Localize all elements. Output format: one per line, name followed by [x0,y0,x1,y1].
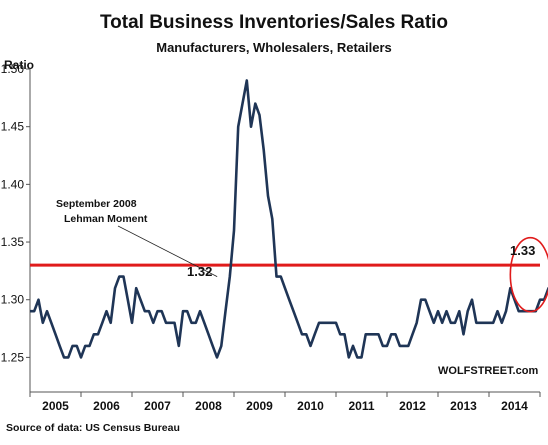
chart-title: Total Business Inventories/Sales Ratio [100,12,448,33]
point-label-1-32: 1.32 [187,264,212,279]
y-tick-label: 1.35 [1,235,25,249]
series-line-inventories-sales-ratio [30,79,548,359]
annotation-september-2008: September 2008 [56,198,137,210]
y-tick-label: 1.45 [1,120,25,134]
x-tick-label: 2005 [42,399,69,413]
y-tick-label: 1.40 [1,177,25,191]
axes [29,69,540,393]
x-tick-label: 2010 [297,399,324,413]
y-ticks: 1.25 1.30 1.35 1.40 1.45 1.50 [1,62,30,364]
x-tick-label: 2014 [501,399,528,413]
point-label-1-33: 1.33 [510,243,535,258]
x-tick-label: 2011 [348,399,374,413]
y-tick-label: 1.25 [1,350,25,364]
chart-subtitle: Manufacturers, Wholesalers, Retailers [156,40,392,55]
highlight-circle [509,236,548,313]
y-tick-label: 1.50 [1,62,25,76]
annotation-lehman-moment: Lehman Moment [64,213,148,225]
watermark: WOLFSTREET.com [438,365,538,377]
x-tick-label: 2008 [195,399,222,413]
x-ticks: 2005 2006 2007 2008 2009 2010 2011 2012 2013 2014 [29,392,541,413]
x-tick-label: 2012 [399,399,426,413]
x-tick-label: 2013 [450,399,477,413]
y-tick-label: 1.30 [1,293,25,307]
x-tick-label: 2007 [144,399,171,413]
source-note: Source of data: US Census Bureau [6,422,180,434]
x-tick-label: 2009 [246,399,273,413]
x-tick-label: 2006 [93,399,120,413]
annotation-pointer [117,225,218,277]
